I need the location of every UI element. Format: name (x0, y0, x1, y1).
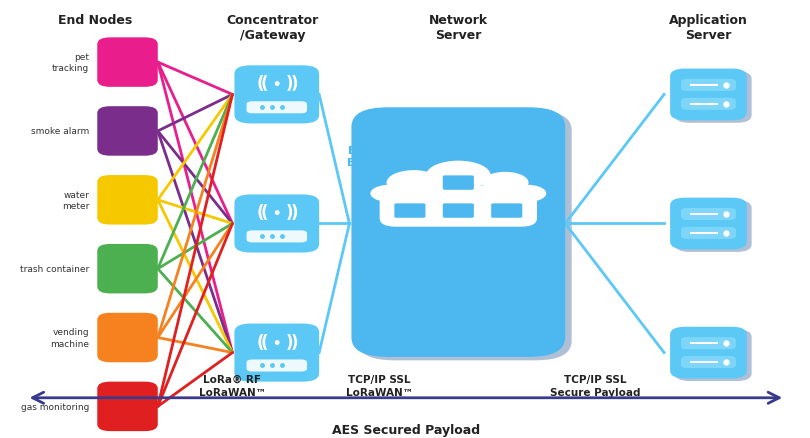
FancyBboxPatch shape (97, 176, 158, 225)
FancyBboxPatch shape (97, 38, 158, 88)
FancyBboxPatch shape (670, 327, 747, 378)
FancyBboxPatch shape (675, 201, 752, 252)
FancyBboxPatch shape (681, 208, 735, 221)
FancyBboxPatch shape (670, 198, 747, 250)
FancyBboxPatch shape (97, 382, 158, 431)
Text: LoRa® RF
LoRaWAN™: LoRa® RF LoRaWAN™ (198, 374, 266, 396)
Text: AES Secured Payload: AES Secured Payload (332, 423, 480, 436)
Text: Application
Server: Application Server (669, 14, 748, 42)
FancyBboxPatch shape (670, 69, 747, 121)
Text: End Nodes: End Nodes (58, 14, 132, 27)
Text: pet
tracking: pet tracking (52, 53, 89, 73)
FancyBboxPatch shape (234, 195, 319, 253)
FancyBboxPatch shape (234, 324, 319, 382)
FancyBboxPatch shape (681, 356, 735, 368)
FancyBboxPatch shape (358, 112, 572, 360)
FancyBboxPatch shape (234, 66, 319, 124)
Ellipse shape (370, 185, 409, 202)
Text: 3G/
Ethernet
Backhaul: 3G/ Ethernet Backhaul (347, 134, 404, 168)
FancyBboxPatch shape (246, 102, 307, 114)
FancyBboxPatch shape (681, 227, 735, 240)
Text: gas monitoring: gas monitoring (21, 402, 89, 411)
Ellipse shape (508, 185, 546, 202)
Text: trash container: trash container (20, 265, 89, 274)
Text: smoke alarm: smoke alarm (31, 127, 89, 136)
FancyBboxPatch shape (675, 72, 752, 124)
FancyBboxPatch shape (490, 202, 524, 220)
Ellipse shape (386, 171, 441, 196)
Ellipse shape (426, 161, 491, 191)
Text: vending
machine: vending machine (50, 328, 89, 348)
Text: TCP/IP SSL
LoRaWAN™: TCP/IP SSL LoRaWAN™ (346, 374, 413, 396)
Text: $\mathbf{(\!(}\bullet\mathbf{)\!)}$: $\mathbf{(\!(}\bullet\mathbf{)\!)}$ (256, 331, 298, 351)
FancyBboxPatch shape (675, 330, 752, 381)
FancyBboxPatch shape (246, 231, 307, 243)
FancyBboxPatch shape (681, 80, 735, 92)
Text: water
meter: water meter (62, 191, 89, 210)
Text: $\mathbf{(\!(}\bullet\mathbf{)\!)}$: $\mathbf{(\!(}\bullet\mathbf{)\!)}$ (256, 202, 298, 222)
FancyBboxPatch shape (97, 313, 158, 362)
FancyBboxPatch shape (441, 175, 475, 192)
FancyBboxPatch shape (97, 244, 158, 294)
Text: Network
Server: Network Server (428, 14, 488, 42)
FancyBboxPatch shape (441, 202, 475, 220)
Text: TCP/IP SSL
Secure Payload: TCP/IP SSL Secure Payload (550, 374, 641, 396)
FancyBboxPatch shape (97, 107, 158, 156)
Ellipse shape (482, 173, 528, 194)
FancyBboxPatch shape (380, 187, 537, 227)
FancyBboxPatch shape (352, 108, 565, 357)
FancyBboxPatch shape (681, 337, 735, 350)
Text: $\mathbf{(\!(}\bullet\mathbf{)\!)}$: $\mathbf{(\!(}\bullet\mathbf{)\!)}$ (256, 73, 298, 93)
FancyBboxPatch shape (246, 360, 307, 372)
FancyBboxPatch shape (393, 202, 427, 220)
Text: Concentrator
/Gateway: Concentrator /Gateway (227, 14, 319, 42)
FancyBboxPatch shape (681, 99, 735, 111)
